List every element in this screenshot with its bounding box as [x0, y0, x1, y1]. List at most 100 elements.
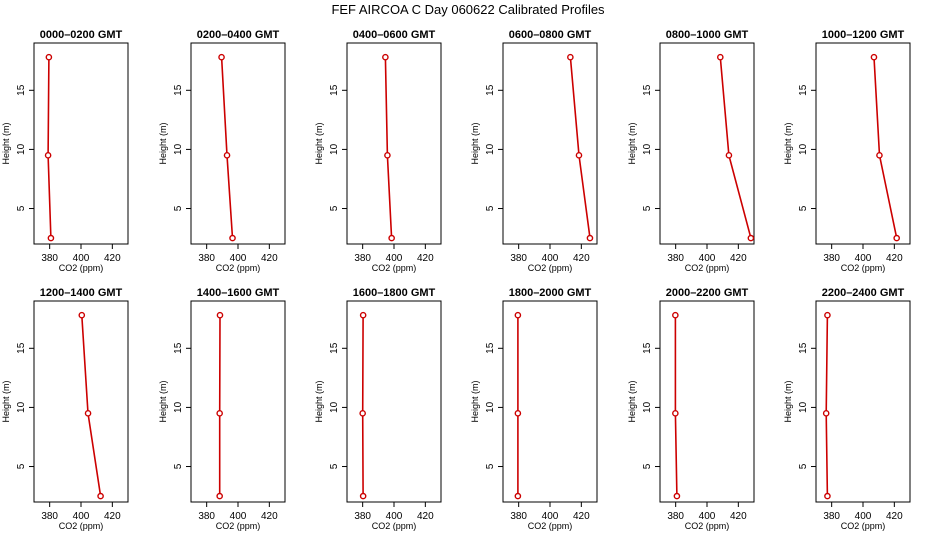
panel-title: 0400–0600 GMT [353, 29, 436, 41]
y-tick-label: 10 [798, 143, 809, 155]
x-axis-label: CO2 (ppm) [841, 263, 886, 273]
y-tick-label: 15 [642, 342, 653, 354]
data-point [870, 53, 878, 61]
plot-frame [190, 300, 286, 503]
y-tick-label: 10 [16, 401, 27, 413]
x-tick-label: 400 [542, 253, 559, 264]
y-tick-label: 15 [642, 84, 653, 96]
profile-line [47, 57, 52, 239]
y-tick-label: 10 [16, 143, 27, 155]
x-tick-label: 420 [573, 511, 590, 522]
plot-frame [502, 42, 598, 245]
data-point [824, 311, 831, 319]
data-point [822, 410, 830, 417]
profile-panels: 0000–0200 GMT 380 400 420 CO2 (ppm) 5 10 15 Heig… [1, 29, 911, 531]
plot-frame [502, 300, 598, 503]
data-point [824, 492, 831, 500]
x-tick-label: 400 [386, 511, 403, 522]
data-point [567, 53, 574, 61]
plot-frame [190, 42, 286, 245]
profile-line [873, 57, 898, 239]
data-point [717, 53, 724, 61]
y-axis-label: Height (m) [783, 122, 793, 164]
y-tick-label: 15 [329, 342, 340, 354]
data-point [747, 234, 755, 242]
data-point [672, 311, 679, 319]
y-tick-label: 10 [642, 143, 653, 155]
x-tick-label: 400 [699, 511, 716, 522]
y-tick-label: 5 [329, 205, 340, 211]
data-point [216, 492, 223, 500]
plot-frame [33, 300, 129, 503]
y-axis-label: Height (m) [314, 122, 324, 164]
profile-line [674, 315, 678, 497]
y-tick-label: 15 [16, 342, 27, 354]
data-point [384, 152, 391, 159]
y-tick-label: 15 [798, 84, 809, 96]
y-tick-label: 5 [329, 463, 340, 469]
x-tick-label: 420 [417, 253, 434, 264]
x-axis-label: CO2 (ppm) [59, 263, 104, 273]
y-tick-label: 5 [798, 205, 809, 211]
plot-frame [815, 300, 911, 503]
data-point [514, 492, 522, 500]
x-tick-label: 420 [573, 253, 590, 264]
profile-line [220, 57, 234, 239]
x-tick-label: 380 [823, 511, 840, 522]
data-point [78, 311, 86, 319]
plot-frame [815, 42, 911, 245]
panel-title: 1000–1200 GMT [822, 29, 905, 41]
x-tick-label: 380 [198, 253, 215, 264]
y-tick-label: 15 [16, 84, 27, 96]
x-axis-label: CO2 (ppm) [685, 521, 730, 531]
data-point [359, 492, 367, 500]
x-axis-label: CO2 (ppm) [841, 521, 886, 531]
y-axis-label: Height (m) [470, 122, 480, 164]
y-tick-label: 5 [642, 463, 653, 469]
data-point [673, 492, 681, 500]
data-point [47, 234, 55, 242]
x-tick-label: 380 [510, 511, 527, 522]
x-tick-label: 400 [230, 511, 247, 522]
panel-title: 1200–1400 GMT [40, 287, 123, 299]
x-axis-label: CO2 (ppm) [216, 263, 261, 273]
panel-title: 0200–0400 GMT [197, 29, 280, 41]
profile-line [825, 315, 829, 497]
y-tick-label: 15 [173, 84, 184, 96]
data-point [382, 53, 389, 61]
x-tick-label: 420 [730, 253, 747, 264]
y-axis-label: Height (m) [158, 380, 168, 422]
x-tick-label: 420 [261, 511, 278, 522]
y-axis-label: Height (m) [783, 380, 793, 422]
x-tick-label: 380 [354, 253, 371, 264]
y-axis-label: Height (m) [1, 380, 11, 422]
data-point [514, 410, 522, 417]
x-tick-label: 380 [41, 253, 58, 264]
panel-title: 0000–0200 GMT [40, 29, 123, 41]
x-tick-label: 400 [855, 253, 872, 264]
data-point [223, 152, 231, 159]
y-tick-label: 5 [485, 463, 496, 469]
panel-title: 2200–2400 GMT [822, 287, 905, 299]
x-tick-label: 380 [823, 253, 840, 264]
profile-line [384, 57, 393, 239]
y-tick-label: 15 [485, 342, 496, 354]
panel-title: 1800–2000 GMT [509, 287, 592, 299]
y-tick-label: 15 [485, 84, 496, 96]
x-tick-label: 400 [230, 253, 247, 264]
x-tick-label: 420 [417, 511, 434, 522]
profile-line [569, 57, 591, 239]
x-tick-label: 380 [354, 511, 371, 522]
data-point [725, 152, 733, 159]
y-tick-label: 10 [173, 143, 184, 155]
y-axis-label: Height (m) [1, 122, 11, 164]
y-tick-label: 15 [173, 342, 184, 354]
y-tick-label: 5 [173, 205, 184, 211]
profile-line [81, 315, 102, 497]
